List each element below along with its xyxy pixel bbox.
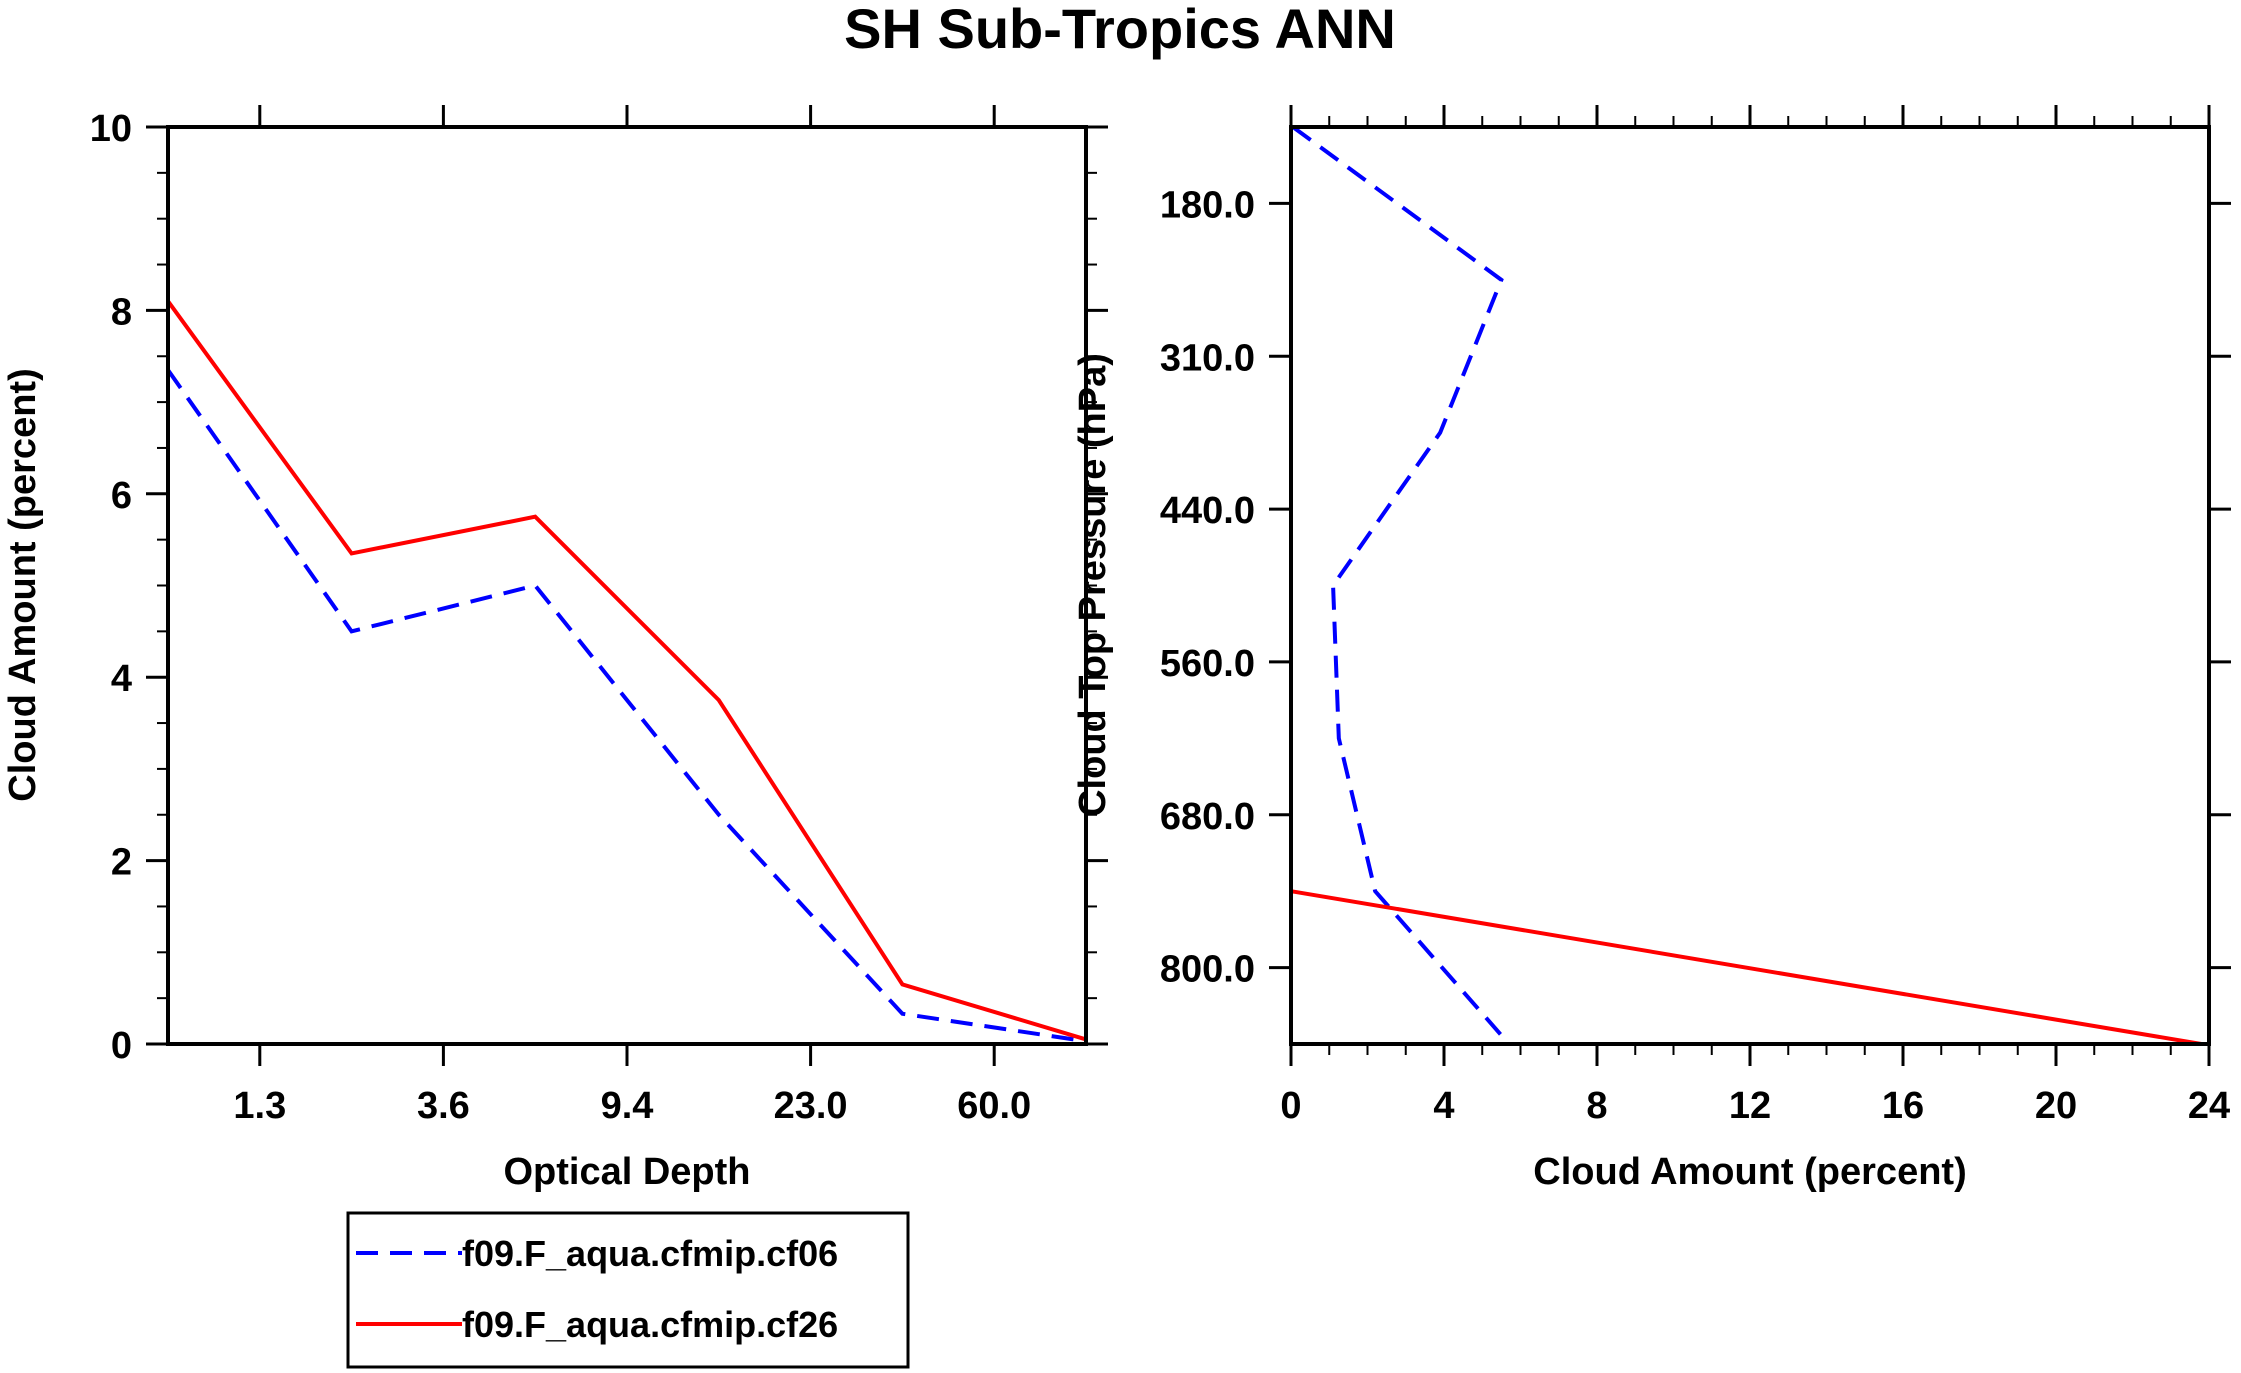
- left-y-axis-label: Cloud Amount (percent): [2, 368, 44, 801]
- right-x-tick-label: 0: [1280, 1085, 1301, 1127]
- right-y-tick-label: 800.0: [1160, 949, 1255, 991]
- right-y-tick-label: 680.0: [1160, 796, 1255, 838]
- left-y-tick-label: 6: [111, 475, 132, 517]
- right-series-line-0: [1291, 125, 1511, 1046]
- legend-box: [346, 1211, 910, 1369]
- legend-label-cf26: f09.F_aqua.cfmip.cf26: [462, 1304, 838, 1345]
- left-series-line-0: [166, 368, 1087, 1044]
- left-y-tick-label: 8: [111, 291, 132, 333]
- right-x-axis-label: Cloud Amount (percent): [1533, 1151, 1966, 1193]
- legend: f09.F_aqua.cfmip.cf06 f09.F_aqua.cfmip.c…: [346, 1211, 910, 1369]
- right-y-axis-label: Cloud Top Pressure (hPa): [1072, 353, 1114, 817]
- chart-title: SH Sub-Tropics ANN: [844, 0, 1396, 60]
- left-chart: 0 2 4 6 8 10 1.3 3.6 9.4 23.0 60.0 Optical Depth C…: [2, 105, 1108, 1193]
- right-y-tick-label: 310.0: [1160, 337, 1255, 379]
- left-x-tick-label: 60.0: [957, 1085, 1031, 1127]
- left-plot-frame: [166, 125, 1088, 1046]
- right-x-tick-label: 24: [2188, 1085, 2230, 1127]
- left-y-tick-label: 2: [111, 842, 132, 884]
- right-x-tick-label: 20: [2035, 1085, 2077, 1127]
- left-x-axis-label: Optical Depth: [503, 1151, 750, 1193]
- left-x-tick-label: 1.3: [233, 1085, 286, 1127]
- left-y-tick-label: 4: [111, 658, 132, 700]
- right-series-group: [1290, 125, 2202, 1046]
- left-series-line-1: [166, 300, 1087, 1042]
- right-plot-frame: [1289, 125, 2211, 1046]
- left-y-tick-label: 0: [111, 1025, 132, 1067]
- right-series-line-1: [1290, 889, 2202, 1046]
- left-y-tick-label: 10: [90, 108, 132, 150]
- right-ticks: 0 4 8 12 16 20 24 180.0 310.0 440.0 560.0 680.0 800.…: [1160, 105, 2231, 1127]
- right-y-tick-label: 560.0: [1160, 643, 1255, 685]
- left-series-group: [166, 300, 1087, 1044]
- right-x-tick-label: 12: [1729, 1085, 1771, 1127]
- legend-label-cf06: f09.F_aqua.cfmip.cf06: [462, 1233, 838, 1274]
- left-x-tick-label: 9.4: [601, 1085, 654, 1127]
- left-x-tick-label: 3.6: [417, 1085, 470, 1127]
- left-ticks: 0 2 4 6 8 10 1.3 3.6 9.4 23.0 60.0: [90, 105, 1108, 1127]
- right-y-tick-label: 440.0: [1160, 490, 1255, 532]
- right-chart: 0 4 8 12 16 20 24 180.0 310.0 440.0 560.0 680.0 800.…: [1072, 105, 2231, 1193]
- right-x-tick-label: 16: [1882, 1085, 1924, 1127]
- left-x-tick-label: 23.0: [774, 1085, 848, 1127]
- right-x-tick-label: 8: [1586, 1085, 1607, 1127]
- right-x-tick-label: 4: [1433, 1085, 1454, 1127]
- right-y-tick-label: 180.0: [1160, 184, 1255, 226]
